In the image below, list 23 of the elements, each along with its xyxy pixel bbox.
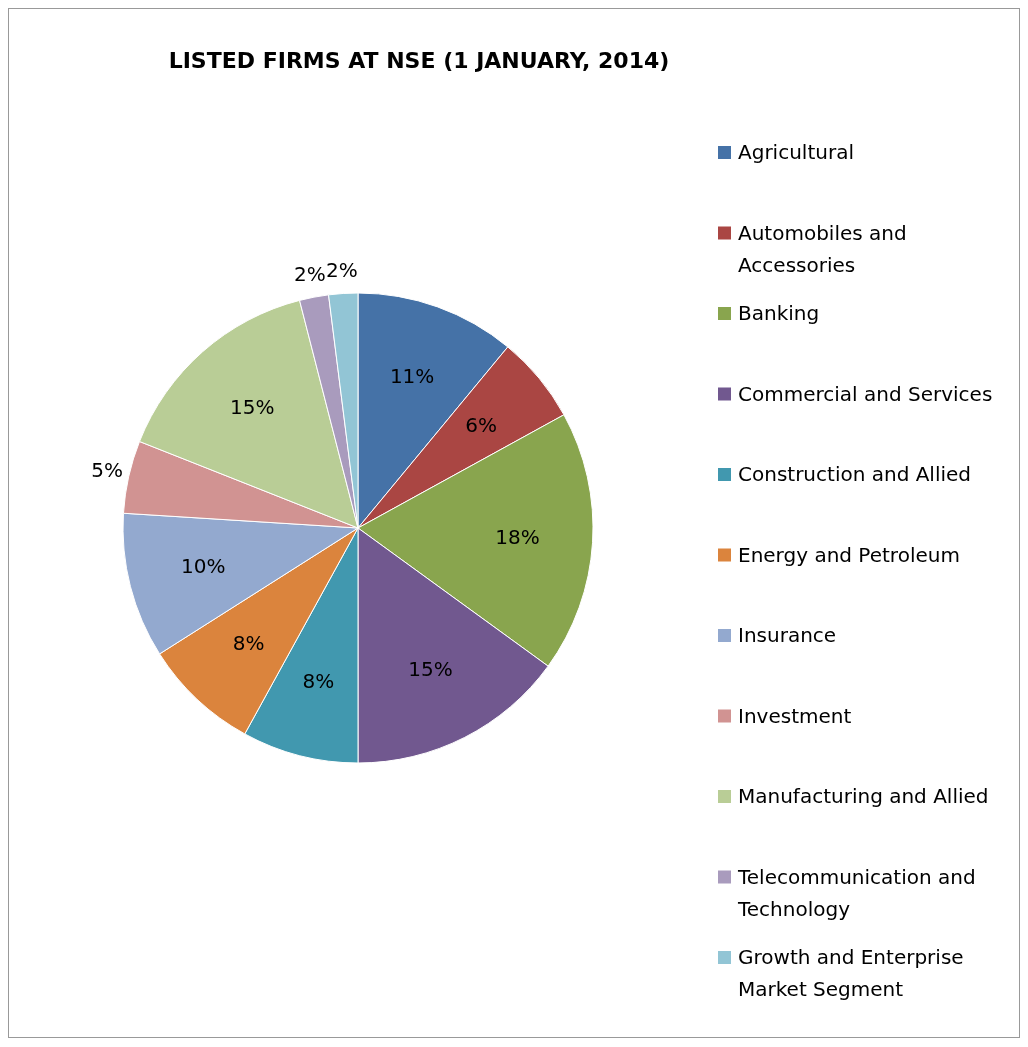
data-label: 8% <box>302 669 335 694</box>
data-label: 2% <box>293 262 326 287</box>
chart-title: LISTED FIRMS AT NSE (1 JANUARY, 2014) <box>168 48 670 73</box>
data-label: 11% <box>389 364 435 389</box>
data-label: 6% <box>465 412 497 437</box>
legend-label: Agricultural <box>738 139 854 164</box>
data-label: 8% <box>232 630 265 655</box>
legend-label: Banking <box>738 300 820 325</box>
data-label: 10% <box>180 554 226 579</box>
data-label: 15% <box>230 394 275 419</box>
legend-label: Investment <box>738 703 852 727</box>
legend-label: Automobiles and Accessories <box>738 220 907 276</box>
legend-label: Commercial and Services <box>738 381 993 405</box>
legend-label: Telecommunication and Technology <box>737 864 976 920</box>
legend-label: Manufacturing and Allied <box>738 783 989 808</box>
data-label: 15% <box>408 656 453 681</box>
legend-label: Construction and Allied <box>738 461 972 486</box>
legend-label: Energy and Petroleum <box>738 542 960 566</box>
data-label: 18% <box>495 524 540 549</box>
data-label: 2% <box>326 258 358 283</box>
data-label: 5% <box>91 458 124 483</box>
legend-label: Growth and Enterprise Market Segment <box>738 944 964 1001</box>
legend-label: Insurance <box>738 622 837 647</box>
